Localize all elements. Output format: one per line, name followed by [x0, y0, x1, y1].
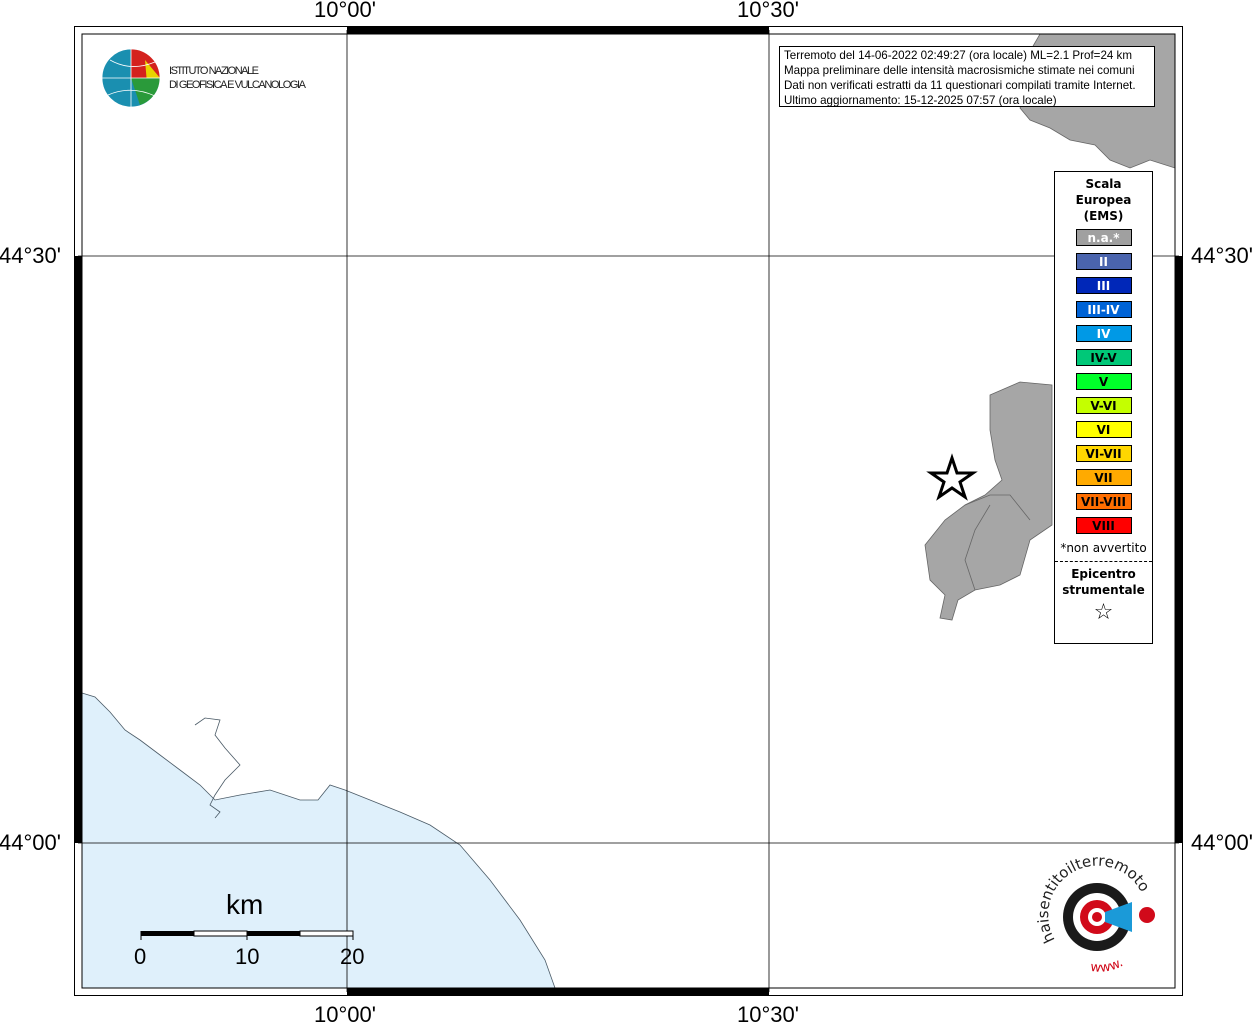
lon-tick-top-1: 10°00': [314, 0, 376, 22]
land-east: [924, 381, 1053, 621]
scale-bar: [140, 930, 354, 940]
legend-note: *non avvertito: [1060, 541, 1147, 555]
star-icon: ☆: [1093, 600, 1114, 625]
sea: [81, 692, 556, 989]
legend-swatch-iv-v: IV-V: [1075, 349, 1132, 366]
scale-unit: km: [226, 889, 264, 920]
info-line: Mappa preliminare delle intensità macros…: [784, 64, 1135, 77]
intensity-legend: Scala Europea (EMS) n.a.* II III III-IV IV IV…: [1054, 171, 1153, 644]
epicenter-star-icon: [926, 453, 978, 501]
lat-tick-left-2: 44°00': [0, 830, 61, 855]
legend-swatch-na: n.a.*: [1075, 229, 1132, 246]
epicenter-title: strumentale: [1062, 583, 1145, 597]
frame-bar-right: [1175, 256, 1183, 843]
lat-tick-left-1: 44°30': [0, 243, 61, 268]
scale-label-20: 20: [340, 944, 365, 969]
legend-title: (EMS): [1083, 209, 1124, 223]
frame-bar-left: [74, 256, 82, 843]
epicenter-title: Epicentro: [1071, 567, 1136, 581]
svg-text:ISTITUTO NAZIONALE: ISTITUTO NAZIONALE: [169, 65, 259, 77]
lon-tick-top-2: 10°30': [737, 0, 799, 22]
svg-text:www.: www.: [1090, 955, 1126, 976]
lon-tick-bottom-1: 10°00': [314, 1002, 376, 1027]
info-line: Dati non verificati estratti da 11 quest…: [784, 79, 1136, 92]
legend-swatch-viii: VIII: [1075, 517, 1132, 534]
frame-bar-top: [347, 26, 769, 34]
legend-swatch-vi: VI: [1075, 421, 1132, 438]
lat-tick-right-1: 44°30': [1191, 243, 1253, 268]
earthquake-info-box: Terremoto del 14-06-2022 02:49:27 (ora l…: [779, 46, 1155, 107]
ingv-logo: ISTITUTO NAZIONALE DI GEOFISICA E VULCAN…: [101, 48, 307, 108]
legend-swatch-iv: IV: [1075, 325, 1132, 342]
legend-swatch-ii: II: [1075, 253, 1132, 270]
legend-swatch-v: V: [1075, 373, 1132, 390]
legend-swatch-vii-viii: VII-VIII: [1075, 493, 1132, 510]
scale-label-0: 0: [134, 944, 147, 969]
legend-swatch-vii: VII: [1075, 469, 1132, 486]
legend-swatch-iii-iv: III-IV: [1075, 301, 1132, 318]
info-line: Ultimo aggiornamento: 15-12-2025 07:57 (…: [784, 94, 1057, 107]
legend-title: Europea: [1075, 193, 1132, 207]
legend-title: Scala: [1085, 177, 1122, 191]
lon-tick-bottom-2: 10°30': [737, 1002, 799, 1027]
info-line: Terremoto del 14-06-2022 02:49:27 (ora l…: [784, 49, 1133, 62]
lat-tick-right-2: 44°00': [1191, 830, 1253, 855]
legend-swatch-v-vi: V-VI: [1075, 397, 1132, 414]
svg-text:DI GEOFISICA E VULCANOLOGIA: DI GEOFISICA E VULCANOLOGIA: [169, 79, 307, 91]
scale-label-10: 10: [235, 944, 260, 969]
legend-swatch-vi-vii: VI-VII: [1075, 445, 1132, 462]
frame-bar-bottom: [347, 988, 769, 996]
legend-swatch-iii: III: [1075, 277, 1132, 294]
